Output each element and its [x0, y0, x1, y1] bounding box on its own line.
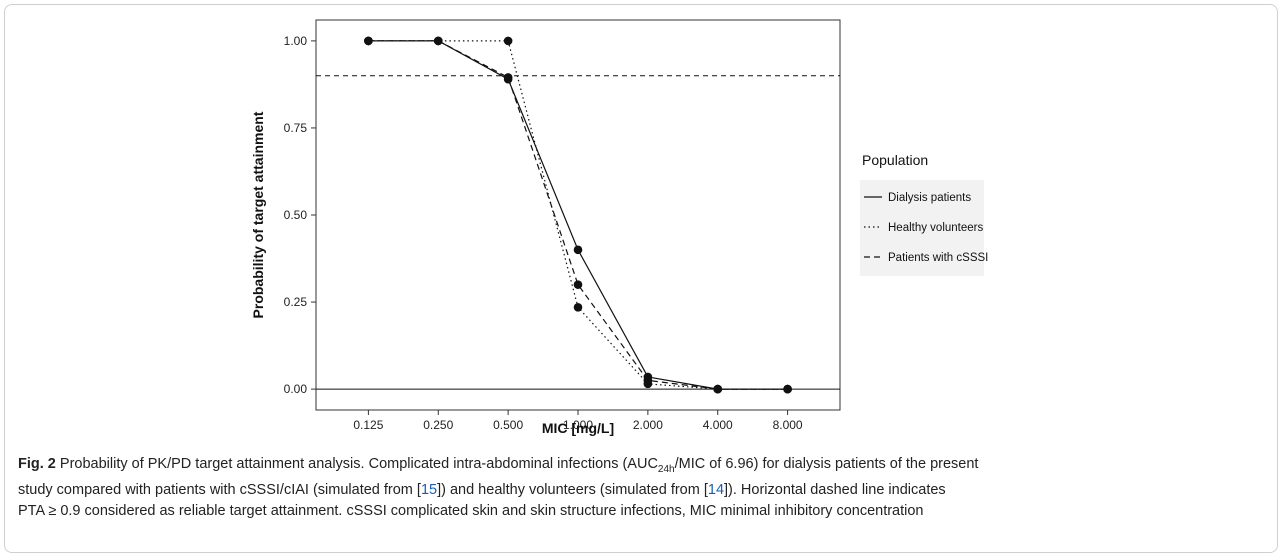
caption-text-4: ]) and healthy volunteers (simulated fro…: [437, 482, 708, 498]
caption-title: Probability of PK/PD target attainment a…: [60, 456, 365, 472]
caption-ref-14[interactable]: 14: [708, 482, 724, 498]
y-tick-label: 1.00: [284, 34, 308, 48]
legend-label-dialysis-patients: Dialysis patients: [888, 192, 971, 204]
y-tick-label: 0.25: [284, 295, 308, 309]
y-tick-label: 0.00: [284, 382, 308, 396]
legend-label-healthy-volunteers: Healthy volunteers: [888, 222, 983, 234]
data-point-patients-with-csssi: [504, 73, 513, 82]
data-point-patients-with-csssi: [574, 280, 583, 289]
x-tick-label: 0.125: [353, 418, 383, 432]
y-tick-label: 0.75: [284, 121, 308, 135]
caption-text-6: PTA ≥ 0.9 considered as reliable target …: [18, 503, 924, 519]
data-point-healthy-volunteers: [574, 303, 583, 312]
x-axis-title: MIC [mg/L]: [542, 420, 614, 436]
x-tick-label: 0.250: [423, 418, 453, 432]
caption-label: Fig. 2: [18, 456, 56, 472]
legend: Population Dialysis patients Healthy volu…: [860, 152, 988, 276]
x-tick-label: 8.000: [773, 418, 803, 432]
data-point-patients-with-csssi: [713, 385, 722, 394]
caption-text-3: study compared with patients with cSSSI/…: [18, 482, 421, 498]
x-tick-label: 0.500: [493, 418, 523, 432]
data-point-patients-with-csssi: [364, 37, 373, 46]
figure-caption: Fig. 2 Probability of PK/PD target attai…: [18, 454, 1268, 522]
y-axis: 0.00 0.25 0.50 0.75 1.00: [284, 34, 316, 396]
y-tick-label: 0.50: [284, 208, 308, 222]
caption-text-1: Complicated intra-abdominal infections (…: [369, 456, 658, 472]
data-point-patients-with-csssi: [783, 385, 792, 394]
caption-ref-15[interactable]: 15: [421, 482, 437, 498]
legend-title: Population: [862, 152, 928, 168]
x-tick-label: 4.000: [703, 418, 733, 432]
caption-text-5: ]). Horizontal dashed line indicates: [724, 482, 946, 498]
plot-panel: [316, 20, 840, 410]
y-axis-title: Probability of target attainment: [250, 111, 266, 318]
pta-chart: 0.00 0.25 0.50 0.75 1.00 0.125 0.250 0.500 1.00…: [0, 0, 1284, 450]
data-point-dialysis-patients: [574, 246, 583, 255]
data-point-healthy-volunteers: [504, 37, 513, 46]
legend-label-patients-with-csssi: Patients with cSSSI: [888, 252, 988, 264]
data-point-patients-with-csssi: [434, 37, 443, 46]
caption-subscript: 24h: [658, 464, 675, 475]
data-point-patients-with-csssi: [644, 376, 653, 385]
caption-text-2: /MIC of 6.96) for dialysis patients of t…: [675, 456, 979, 472]
x-tick-label: 2.000: [633, 418, 663, 432]
